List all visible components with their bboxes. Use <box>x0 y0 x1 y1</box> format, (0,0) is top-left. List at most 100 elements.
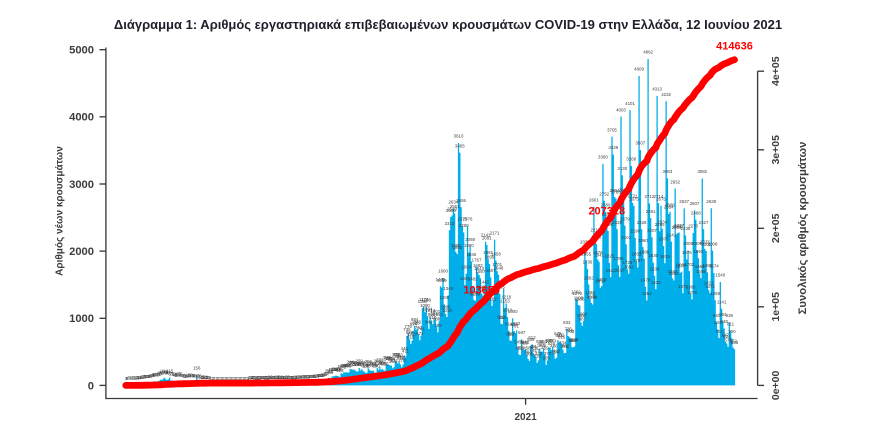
svg-text:12: 12 <box>291 375 296 380</box>
svg-text:22: 22 <box>278 375 283 380</box>
svg-text:135: 135 <box>330 367 338 372</box>
svg-text:4000: 4000 <box>69 112 94 124</box>
svg-text:1736: 1736 <box>583 260 593 265</box>
svg-text:1286: 1286 <box>585 290 595 295</box>
svg-text:2008: 2008 <box>708 241 718 246</box>
svg-text:960: 960 <box>580 312 588 317</box>
svg-text:2783: 2783 <box>611 189 621 194</box>
svg-text:220: 220 <box>352 361 360 366</box>
svg-text:1: 1 <box>216 376 219 381</box>
svg-text:55: 55 <box>154 372 159 377</box>
svg-text:244: 244 <box>347 360 355 365</box>
svg-text:47: 47 <box>180 373 185 378</box>
svg-text:3: 3 <box>125 376 128 381</box>
svg-text:132: 132 <box>328 367 336 372</box>
svg-text:964: 964 <box>430 311 438 316</box>
svg-text:703: 703 <box>567 329 575 334</box>
svg-text:1259: 1259 <box>470 292 480 297</box>
svg-text:1001: 1001 <box>430 309 440 314</box>
svg-text:884: 884 <box>411 317 419 322</box>
svg-text:16: 16 <box>136 375 141 380</box>
svg-text:4e+05: 4e+05 <box>770 56 782 86</box>
svg-text:1789: 1789 <box>614 256 624 261</box>
svg-text:23: 23 <box>300 375 305 380</box>
svg-text:1034: 1034 <box>423 307 433 312</box>
svg-text:763: 763 <box>415 325 423 330</box>
svg-text:1: 1 <box>212 376 215 381</box>
svg-text:13: 13 <box>259 375 264 380</box>
svg-text:414636: 414636 <box>716 41 753 53</box>
svg-text:10: 10 <box>247 375 252 380</box>
svg-text:1980: 1980 <box>464 243 474 248</box>
svg-text:1: 1 <box>233 376 236 381</box>
svg-text:1066: 1066 <box>441 305 451 310</box>
svg-text:781: 781 <box>512 324 520 329</box>
svg-text:312: 312 <box>397 355 405 360</box>
svg-text:24: 24 <box>198 374 203 379</box>
svg-text:551: 551 <box>540 339 548 344</box>
svg-text:1264: 1264 <box>642 291 652 296</box>
svg-text:544: 544 <box>519 340 527 345</box>
svg-text:619: 619 <box>407 335 415 340</box>
svg-text:20: 20 <box>277 375 282 380</box>
svg-text:28: 28 <box>309 374 314 379</box>
svg-text:62: 62 <box>152 372 157 377</box>
svg-text:24: 24 <box>297 374 302 379</box>
svg-text:299: 299 <box>387 356 395 361</box>
svg-text:1: 1 <box>247 376 250 381</box>
svg-text:18: 18 <box>282 375 287 380</box>
svg-text:2277: 2277 <box>674 223 684 228</box>
svg-text:2752: 2752 <box>599 191 609 196</box>
svg-text:910: 910 <box>499 315 507 320</box>
svg-text:843: 843 <box>414 320 422 325</box>
svg-text:2712: 2712 <box>644 194 654 199</box>
svg-text:195: 195 <box>345 363 353 368</box>
svg-text:1: 1 <box>217 376 220 381</box>
svg-text:20: 20 <box>205 375 210 380</box>
svg-text:355: 355 <box>392 352 400 357</box>
svg-text:2675: 2675 <box>629 197 639 202</box>
svg-text:939: 939 <box>577 313 585 318</box>
svg-text:23: 23 <box>274 375 279 380</box>
svg-text:652: 652 <box>557 332 565 337</box>
svg-text:1663: 1663 <box>624 264 634 269</box>
svg-text:56: 56 <box>175 372 180 377</box>
svg-text:2561: 2561 <box>450 204 460 209</box>
svg-text:1855: 1855 <box>581 252 591 257</box>
svg-text:2280: 2280 <box>459 223 469 228</box>
svg-text:17: 17 <box>290 375 295 380</box>
svg-text:2101: 2101 <box>621 235 631 240</box>
svg-text:809: 809 <box>510 322 518 327</box>
svg-text:25: 25 <box>199 374 204 379</box>
svg-text:234: 234 <box>377 360 385 365</box>
svg-text:188: 188 <box>363 363 371 368</box>
svg-text:141: 141 <box>334 367 342 372</box>
svg-text:Συνολικός αριθμός κρουσμάτων: Συνολικός αριθμός κρουσμάτων <box>797 142 809 315</box>
svg-text:373: 373 <box>544 351 552 356</box>
svg-text:1841: 1841 <box>594 253 604 258</box>
svg-text:1664: 1664 <box>461 264 471 269</box>
svg-text:2021: 2021 <box>514 412 537 423</box>
svg-text:58: 58 <box>172 372 177 377</box>
svg-text:1218: 1218 <box>501 294 511 299</box>
svg-text:1141: 1141 <box>717 299 727 304</box>
svg-text:539: 539 <box>731 340 739 345</box>
svg-text:16: 16 <box>265 375 270 380</box>
svg-text:335: 335 <box>534 354 542 359</box>
svg-text:2207: 2207 <box>647 228 657 233</box>
svg-text:110: 110 <box>325 369 333 374</box>
svg-text:13: 13 <box>250 375 255 380</box>
svg-text:1206: 1206 <box>439 295 449 300</box>
svg-text:1188: 1188 <box>575 296 585 301</box>
svg-text:39: 39 <box>184 373 189 378</box>
svg-text:704: 704 <box>715 329 723 334</box>
svg-text:11: 11 <box>131 375 136 380</box>
svg-text:100: 100 <box>160 369 168 374</box>
svg-text:18: 18 <box>139 375 144 380</box>
svg-text:54: 54 <box>321 372 326 377</box>
svg-text:23: 23 <box>294 375 299 380</box>
svg-text:272: 272 <box>390 358 398 363</box>
svg-text:1648: 1648 <box>494 265 504 270</box>
svg-text:667: 667 <box>508 331 516 336</box>
svg-text:2334: 2334 <box>657 219 667 224</box>
